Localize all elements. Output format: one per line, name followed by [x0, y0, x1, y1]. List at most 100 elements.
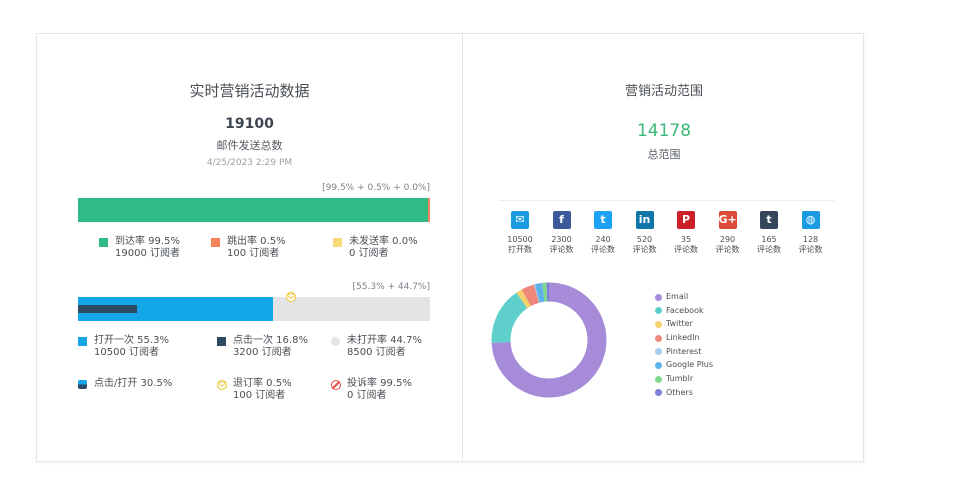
realtime-campaign-panel: 实时营销活动数据 19100 邮件发送总数 4/25/2023 2:29 PM … [37, 34, 462, 461]
complaint-sub: 0 订阅者 [347, 390, 387, 401]
social-count-label: 评论数 [632, 245, 657, 254]
social-count: 128 [802, 235, 819, 244]
unsent-sub: 0 订阅者 [349, 248, 389, 259]
clicked-segment [78, 305, 138, 313]
bounced-sub: 100 订阅者 [227, 248, 280, 259]
legend-swatch [655, 307, 662, 315]
legend-swatch [655, 375, 662, 383]
legend-swatch [655, 361, 662, 369]
clicked-label: 点击一次 16.8% [233, 335, 308, 346]
social-count-label: 评论数 [757, 245, 781, 254]
delivery-bar [78, 198, 430, 222]
social-stat-email[interactable]: ✉ 10500 打开数 [499, 211, 541, 255]
reach-total-label: 总范围 [647, 148, 681, 161]
social-count-label: 评论数 [798, 245, 823, 254]
clicked-swatch [217, 337, 226, 346]
social-stat-globe[interactable]: ◍ 128 评论数 [790, 211, 832, 255]
legend-item-twitter[interactable]: Twitter [655, 318, 713, 332]
pinterest-icon: P [677, 211, 695, 229]
social-count-label: 评论数 [715, 245, 740, 254]
social-count: 2300 [551, 235, 572, 244]
legend-item-email[interactable]: Email [655, 291, 713, 305]
facebook-icon: f [552, 211, 571, 229]
unopened-label: 未打开率 44.7% [347, 335, 422, 346]
legend-item-facebook[interactable]: Facebook [655, 305, 713, 319]
emails-sent-total: 19100 [225, 116, 274, 132]
legend-label: Email [666, 292, 689, 301]
legend-swatch [655, 334, 662, 342]
legend-item-pinterest[interactable]: Pinterest [655, 346, 713, 360]
opened-swatch [78, 337, 87, 346]
social-count-label: 评论数 [549, 245, 574, 254]
unsubscribe-sub: 100 订阅者 [233, 390, 286, 401]
unsubscribe-marker-icon: ☺ [285, 292, 296, 302]
legend-swatch [655, 348, 662, 356]
legend-item-tumblr[interactable]: Tumblr [655, 373, 713, 387]
reach-title: 营销活动范围 [624, 84, 703, 99]
clicked-sub: 3200 订阅者 [233, 347, 292, 358]
globe-icon: ◍ [801, 211, 820, 229]
linkedin-icon: in [635, 211, 654, 229]
legend-label: Facebook [666, 305, 704, 315]
social-stat-twitter[interactable]: t 240 评论数 [582, 211, 624, 255]
donut-legend: Email Facebook Twitter LinkedIn Pinterest Goo… [655, 291, 713, 401]
bounced-segment [428, 198, 430, 222]
legend-label: Others [666, 387, 693, 397]
opened-sub: 10500 订阅者 [94, 347, 159, 358]
legend-label: Tumblr [666, 374, 694, 384]
legend-item-others[interactable]: Others [655, 387, 713, 401]
legend-label: Google Plus [666, 360, 714, 370]
delivery-bar-note: [99.5% + 0.5% + 0.0%] [322, 183, 430, 193]
legend-swatch [655, 320, 662, 328]
social-count: 520 [636, 235, 653, 244]
unsubscribe-label: 退订率 0.5% [233, 378, 292, 389]
delivered-label: 到达率 99.5% [115, 236, 180, 247]
reach-donut-chart [491, 282, 607, 398]
engagement-bar: ☺ [78, 292, 430, 321]
social-count: 165 [761, 235, 777, 244]
dashboard-card: 实时营销活动数据 19100 邮件发送总数 4/25/2023 2:29 PM … [36, 33, 864, 462]
social-count: 10500 [507, 235, 533, 244]
social-count-label: 评论数 [591, 245, 615, 254]
campaign-reach-panel: 营销活动范围 14178 总范围 ✉ 10500 打开数 f 2300 评论数 t 240 评论… [463, 34, 865, 461]
unopened-swatch [331, 337, 340, 346]
unsubscribe-icon: ☺ [217, 380, 227, 390]
timestamp: 4/25/2023 2:29 PM [206, 158, 293, 168]
click-to-open-icon [78, 380, 87, 389]
social-count: 35 [680, 235, 692, 244]
engagement-bar-note: [55.3% + 44.7%] [352, 282, 430, 292]
unopened-sub: 8500 订阅者 [347, 347, 406, 358]
google-plus-icon: G+ [718, 211, 737, 229]
click-to-open-label: 点击/打开 30.5% [94, 378, 173, 389]
delivered-segment [78, 198, 429, 222]
social-stat-pinterest[interactable]: P 35 评论数 [665, 211, 707, 255]
complaint-icon [331, 380, 341, 390]
social-stat-facebook[interactable]: f 2300 评论数 [541, 211, 583, 255]
email-icon: ✉ [511, 211, 529, 229]
social-count: 240 [595, 235, 611, 244]
complaint-label: 投诉率 99.5% [347, 378, 412, 389]
legend-item-google-plus[interactable]: Google Plus [655, 359, 713, 373]
social-stat-google-plus[interactable]: G+ 290 评论数 [707, 211, 749, 255]
social-count-label: 打开数 [508, 245, 532, 254]
panel-divider [462, 34, 463, 461]
delivered-swatch [99, 238, 108, 247]
social-stats-row: ✉ 10500 打开数 f 2300 评论数 t 240 评论数 in 520 评论数 P 35 评论数 G+… [499, 200, 835, 258]
social-stat-linkedin[interactable]: in 520 评论数 [624, 211, 666, 255]
unsent-label: 未发送率 0.0% [349, 236, 418, 247]
unsent-swatch [333, 238, 342, 247]
social-count: 290 [719, 235, 736, 244]
legend-item-linkedin[interactable]: LinkedIn [655, 332, 713, 346]
tumblr-icon: t [760, 211, 778, 229]
social-stat-tumblr[interactable]: t 165 评论数 [748, 211, 790, 255]
legend-swatch [655, 389, 662, 397]
emails-sent-label: 邮件发送总数 [216, 139, 283, 152]
legend-label: Twitter [666, 319, 693, 329]
legend-label: LinkedIn [666, 333, 700, 343]
legend-swatch [655, 293, 662, 301]
donut-slice-facebook[interactable] [491, 282, 607, 398]
panel-title: 实时营销活动数据 [189, 82, 310, 100]
bounced-label: 跳出率 0.5% [227, 236, 286, 247]
donut-slice-others[interactable] [491, 282, 607, 398]
legend-label: Pinterest [666, 346, 702, 356]
